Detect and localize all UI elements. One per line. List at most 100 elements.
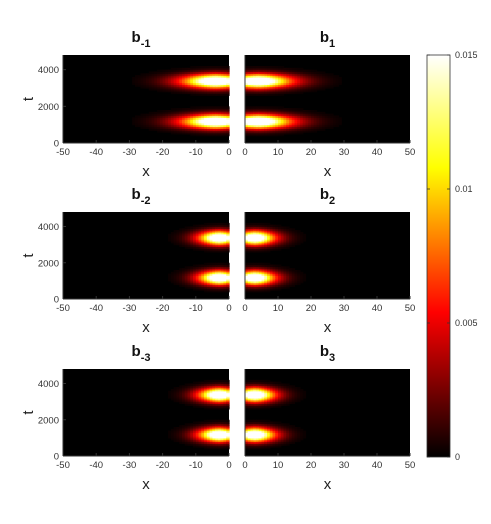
heat-cell [220,423,225,426]
heat-cell [322,121,326,124]
heat-cell [269,228,274,231]
heat-cell [283,286,287,289]
heat-cell [269,122,274,126]
heat-cell [201,75,205,78]
heat-cell [209,130,213,133]
heat-cell [173,230,178,233]
heat-cell [327,119,331,122]
heat-cell [286,239,290,242]
heat-cell [267,421,271,424]
heat-cell [134,115,139,118]
heat-cell [204,117,208,120]
heat-cell [198,231,202,235]
heat-cell [297,73,301,76]
heat-cell [247,279,252,282]
heat-cell [250,110,254,113]
heat-cell [209,275,213,278]
heat-cell [311,117,315,120]
heat-cell [280,121,285,124]
heat-cell [223,428,227,432]
heat-cell [289,89,293,93]
heat-cell [278,401,282,405]
heat-cell [190,231,194,235]
heat-cell [245,446,249,450]
heat-cell [137,122,142,126]
heat-cell [173,280,178,284]
heat-cell [159,121,164,124]
heat-cell [190,67,194,71]
heat-cell [289,282,293,286]
heat-cell [261,80,265,84]
heat-cell [220,286,225,289]
heat-cell [247,392,252,395]
heat-cell [215,434,219,437]
heat-cell [272,128,276,131]
heat-cell [212,282,216,286]
heat-cell [154,124,158,128]
heat-cell [286,113,290,117]
heat-cell [264,124,268,128]
heat-cell [195,381,200,385]
heat-cell [269,266,274,269]
heat-cell [190,394,194,397]
heat-cell [148,80,153,84]
heat-cell [275,239,279,242]
heat-cell [187,388,191,392]
heat-cell [250,270,254,273]
heat-cell [212,75,216,78]
heat-cell [253,288,257,291]
heat-cell [206,122,211,126]
heat-cell [165,84,169,87]
heat-cell [278,423,282,426]
heat-cell [223,75,227,78]
heat-cell [184,226,189,229]
heat-cell [220,379,225,383]
heat-cell [170,273,175,277]
heat-cell [280,385,285,388]
heat-cell [209,280,213,284]
heat-cell [291,271,296,275]
heat-cell [261,445,265,448]
heat-cell [289,82,293,85]
heat-cell [267,128,271,131]
heat-cell [280,242,285,246]
heat-cell [258,289,263,293]
heat-cell [148,128,153,131]
heat-cell [148,82,153,85]
heat-cell [198,124,202,128]
heat-cell [278,242,282,246]
heat-cell [184,88,189,91]
heat-cell [250,425,254,428]
heat-cell [308,126,312,129]
heat-cell [198,133,202,137]
heat-cell [193,132,197,135]
heat-cell [253,403,257,406]
heat-cell [226,379,230,383]
heat-cell [204,124,208,128]
heat-cell [322,77,326,80]
heat-cell [193,91,197,95]
heat-cell [275,394,279,397]
heat-cell [286,427,290,430]
heat-cell [226,430,230,434]
heat-cell [173,275,178,278]
heat-cell [250,439,254,443]
heat-cell [283,441,287,444]
heat-cell [327,84,331,87]
heat-cell [247,446,252,450]
heat-cell [209,277,213,280]
heat-cell [193,239,197,242]
heat-cell [280,270,285,273]
heat-cell [264,427,268,430]
heat-cell [193,275,197,278]
heat-cell [253,242,257,246]
heat-cell [338,121,342,124]
heat-cell [165,71,169,74]
heat-cell [283,122,287,126]
heat-cell [170,233,175,237]
heat-cell [272,69,276,73]
heat-cell [267,280,271,284]
heat-cell [159,73,164,76]
heat-cell [209,84,213,87]
heat-cell [316,119,320,122]
